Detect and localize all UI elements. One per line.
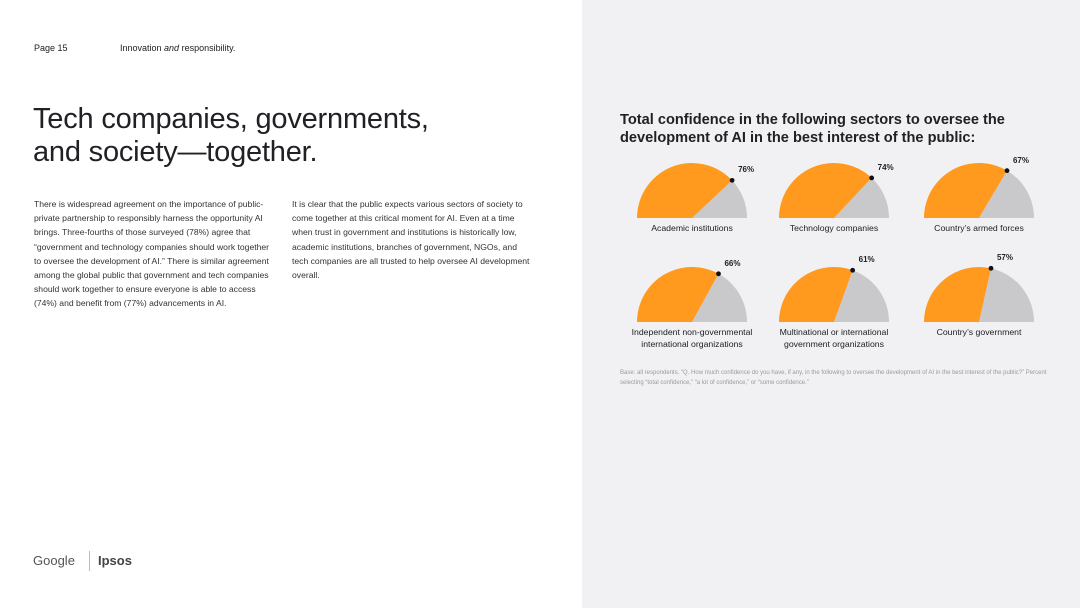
pie-label-multinational-or-international-government-organizations: Multinational or international governmen… xyxy=(779,327,889,349)
section-title: Innovation and responsibility. xyxy=(120,43,235,53)
chart-title: Total confidence in the following sector… xyxy=(620,112,1005,146)
pie-marker-multinational-or-international-government-organizations xyxy=(850,267,856,273)
section-title-italic: and xyxy=(164,43,180,53)
logo-divider xyxy=(89,551,90,571)
pie-slice-country-s-armed-forces xyxy=(924,163,1007,218)
pie-marker-technology-companies xyxy=(869,175,875,181)
pie-remainder-academic-institutions xyxy=(692,180,747,218)
page-title-line-2: and society—together. xyxy=(33,136,318,168)
section-title-prefix: Innovation xyxy=(120,43,165,53)
pie-label-academic-institutions: Academic institutions xyxy=(651,223,733,233)
pie-label-technology-companies: Technology companies xyxy=(789,223,879,233)
pie-slice-academic-institutions xyxy=(637,163,733,218)
ipsos-logo: Ipsos xyxy=(98,553,132,568)
pie-value-country-s-government: 57% xyxy=(996,253,1013,263)
section-title-suffix: responsibility. xyxy=(179,43,236,53)
pie-label-country-s-armed-forces: Country’s armed forces xyxy=(934,223,1024,233)
pie-marker-independent-non-governmental-international-organizations xyxy=(716,271,721,277)
pie-value-country-s-armed-forces: 67% xyxy=(1012,155,1029,165)
pie-remainder-multinational-or-international-government-organizations xyxy=(834,270,889,322)
pie-value-academic-institutions: 76% xyxy=(738,165,755,175)
pie-remainder-technology-companies xyxy=(834,177,889,218)
page-number: Page 15 xyxy=(34,43,68,53)
pie-remainder-country-s-government xyxy=(979,268,1034,322)
pie-marker-country-s-armed-forces xyxy=(1004,168,1010,174)
pie-slice-country-s-government xyxy=(924,267,991,322)
pie-slice-multinational-or-international-government-organizations xyxy=(779,267,853,322)
pie-slice-technology-companies xyxy=(779,163,872,218)
body-text-column-1: There is widespread agreement on the imp… xyxy=(34,199,270,309)
pie-marker-country-s-government xyxy=(988,265,994,271)
pie-remainder-independent-non-governmental-international-organizations xyxy=(692,273,747,322)
pie-slice-independent-non-governmental-international-organizations xyxy=(637,267,719,322)
body-text-column-2: It is clear that the public expects vari… xyxy=(292,199,530,281)
pie-label-independent-non-governmental-international-organizations: Independent non-governmental internation… xyxy=(631,327,753,349)
pie-value-technology-companies: 74% xyxy=(877,162,894,172)
pie-remainder-country-s-armed-forces xyxy=(979,170,1034,218)
google-logo: Google xyxy=(33,553,75,568)
pie-value-multinational-or-international-government-organizations: 61% xyxy=(858,255,875,265)
page-title: Tech companies, governments, and society… xyxy=(33,103,513,169)
page-title-line-1: Tech companies, governments, xyxy=(33,103,429,135)
pie-label-country-s-government: Country’s government xyxy=(936,327,1022,337)
footnote: Base: all respondents. “Q. How much conf… xyxy=(620,370,1047,386)
pie-marker-academic-institutions xyxy=(729,177,735,183)
left-panel: Page 15 Innovation and responsibility. T… xyxy=(33,43,530,571)
pie-value-independent-non-governmental-international-organizations: 66% xyxy=(724,258,741,268)
